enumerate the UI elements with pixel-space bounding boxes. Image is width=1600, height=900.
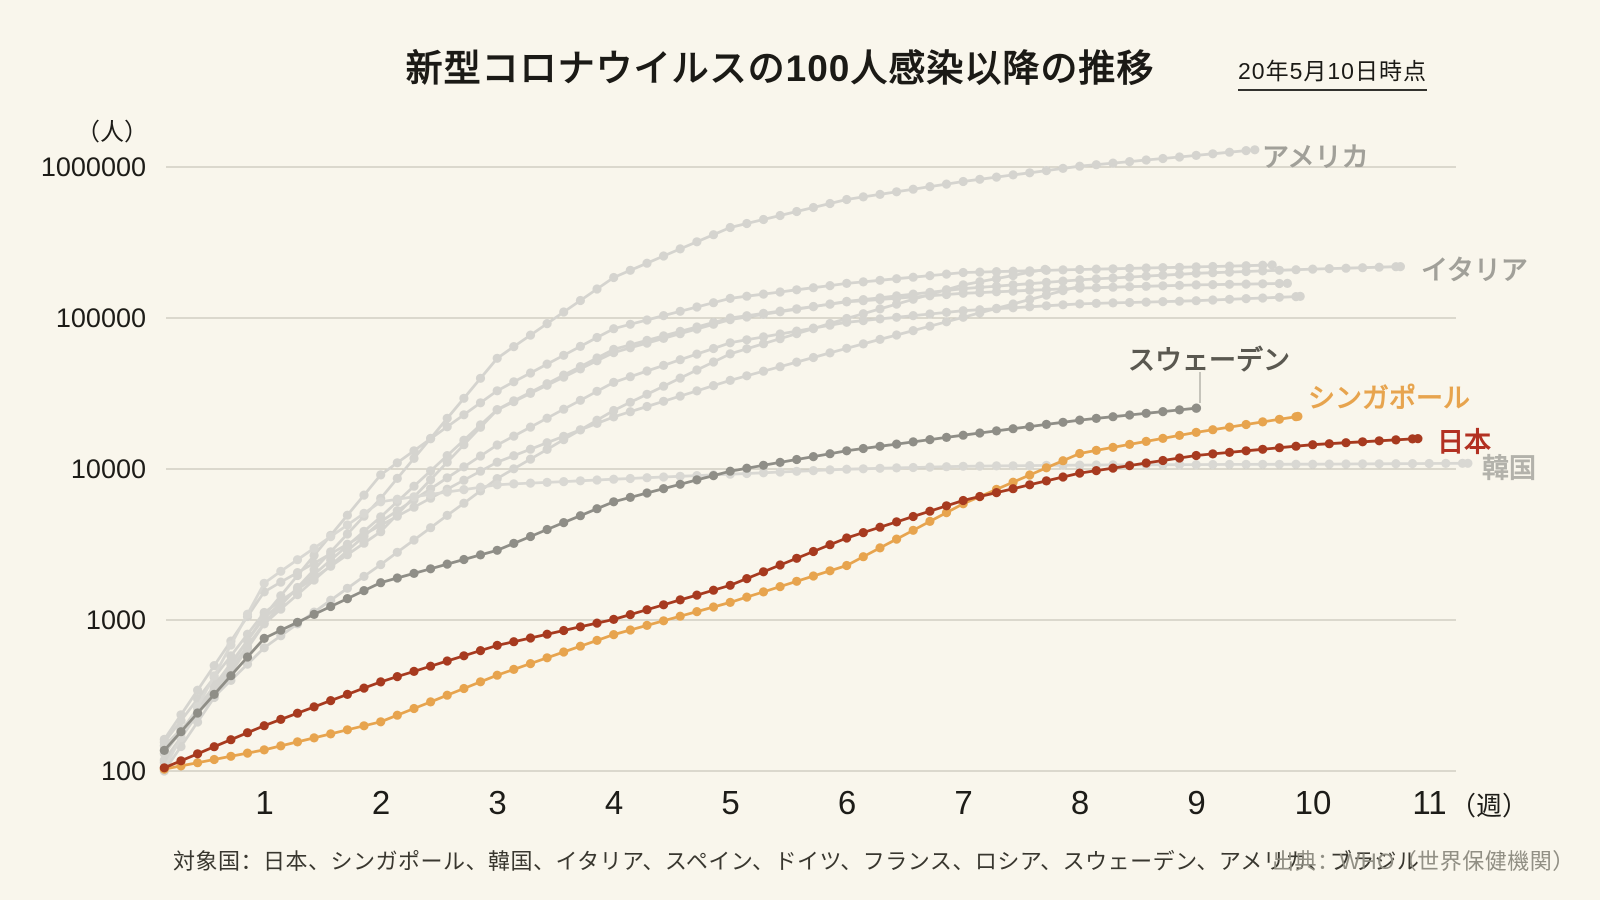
y-tick-label-100: 100 <box>100 756 146 786</box>
x-tick-label-2: 2 <box>371 784 391 821</box>
x-tick-label-10: 10 <box>1294 784 1332 821</box>
series-label-korea: 韓国 <box>1482 453 1536 484</box>
series-line-spain <box>163 263 1273 764</box>
series-dots-korea <box>159 458 1473 774</box>
x-tick-label-1: 1 <box>255 784 274 821</box>
y-tick-label-10000: 10000 <box>70 454 146 484</box>
series-dots-spain <box>159 260 1277 768</box>
x-tick-label-5: 5 <box>721 784 740 821</box>
series-line-france <box>163 295 1301 772</box>
x-tick-label-3: 3 <box>488 784 507 821</box>
y-tick-label-100000: 100000 <box>55 303 146 333</box>
x-tick-label-11: 11 <box>1412 784 1447 821</box>
series-label-usa: アメリカ <box>1262 142 1369 173</box>
x-tick-label-9: 9 <box>1187 784 1206 821</box>
series-dots-usa <box>159 145 1260 765</box>
series-line-singapore <box>164 415 1299 771</box>
series-dots-japan <box>159 434 1423 773</box>
series-line-korea <box>163 461 1468 770</box>
x-tick-label-4: 4 <box>604 784 624 821</box>
date-note: 20年5月10日時点 <box>1238 52 1427 91</box>
x-tick-label-8: 8 <box>1070 784 1090 821</box>
y-tick-label-1000000: 1000000 <box>40 152 146 182</box>
series-dots-sweden <box>159 403 1202 756</box>
x-tick-label-6: 6 <box>837 784 857 821</box>
series-label-italy: イタリア <box>1421 255 1528 286</box>
chart-title: 新型コロナウイルスの100人感染以降の推移 <box>405 48 1155 89</box>
x-tick-label-7: 7 <box>954 784 973 821</box>
series-line-sweden <box>163 406 1198 752</box>
series-dots-brazil <box>159 281 1085 745</box>
footer-source: 出典：WHO（世界保健機関） <box>1272 849 1575 874</box>
series-label-japan: 日本 <box>1437 427 1491 458</box>
series-label-singapore: シンガポール <box>1308 383 1470 414</box>
y-tick-label-1000: 1000 <box>85 605 146 635</box>
x-axis-unit: （週） <box>1450 791 1529 821</box>
series-line-usa <box>163 148 1255 761</box>
footer-countries: 対象国：日本、シンガポール、韓国、イタリア、スペイン、ドイツ、フランス、ロシア、… <box>173 849 1420 874</box>
series-label-sweden: スウェーデン <box>1128 345 1290 376</box>
series-dots-germany <box>159 278 1292 759</box>
y-axis-unit: （人） <box>76 119 148 146</box>
series-dots-russia <box>159 264 1050 751</box>
series-line-russia <box>163 268 1046 747</box>
series-line-japan <box>163 437 1418 770</box>
